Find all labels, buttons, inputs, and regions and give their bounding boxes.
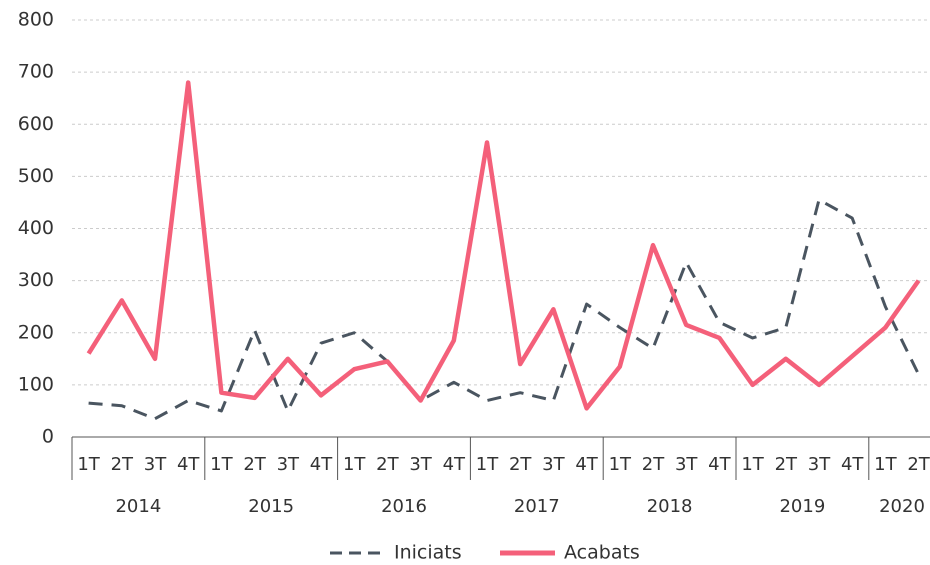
group-label: 2015 xyxy=(248,496,294,517)
legend-label: Acabats xyxy=(564,542,640,564)
x-tick-label: 4T xyxy=(310,454,333,475)
x-tick-label: 4T xyxy=(443,454,466,475)
y-tick-label: 500 xyxy=(18,165,54,187)
x-tick-label: 1T xyxy=(874,454,897,475)
group-label: 2020 xyxy=(879,496,925,517)
y-tick-label: 400 xyxy=(18,217,54,239)
x-tick-label: 3T xyxy=(277,454,300,475)
x-tick-label: 2T xyxy=(642,454,665,475)
x-tick-label: 1T xyxy=(476,454,499,475)
x-tick-label: 1T xyxy=(343,454,366,475)
y-tick-label: 700 xyxy=(18,61,54,83)
x-tick-label: 3T xyxy=(808,454,831,475)
group-label: 2017 xyxy=(514,496,560,517)
group-label: 2019 xyxy=(779,496,825,517)
group-label: 2016 xyxy=(381,496,427,517)
y-tick-label: 300 xyxy=(18,269,54,291)
legend-label: Iniciats xyxy=(394,542,462,564)
x-tick-label: 2T xyxy=(509,454,532,475)
x-tick-label: 2T xyxy=(775,454,798,475)
x-tick-label: 2T xyxy=(111,454,134,475)
y-tick-label: 200 xyxy=(18,321,54,343)
x-tick-label: 2T xyxy=(376,454,399,475)
group-label: 2018 xyxy=(647,496,693,517)
x-tick-label: 2T xyxy=(907,454,930,475)
x-tick-label: 1T xyxy=(609,454,632,475)
x-tick-label: 3T xyxy=(675,454,698,475)
x-tick-label: 4T xyxy=(841,454,864,475)
x-tick-label: 1T xyxy=(77,454,100,475)
x-tick-label: 2T xyxy=(243,454,266,475)
x-tick-label: 4T xyxy=(177,454,200,475)
x-tick-label: 3T xyxy=(542,454,565,475)
x-tick-label: 1T xyxy=(210,454,233,475)
y-tick-label: 600 xyxy=(18,113,54,135)
x-tick-label: 4T xyxy=(708,454,731,475)
y-tick-label: 800 xyxy=(18,9,54,31)
x-tick-label: 4T xyxy=(575,454,598,475)
y-tick-label: 0 xyxy=(42,426,54,448)
x-tick-label: 1T xyxy=(741,454,764,475)
y-tick-label: 100 xyxy=(18,373,54,395)
group-label: 2014 xyxy=(115,496,161,517)
x-tick-label: 3T xyxy=(144,454,167,475)
x-tick-label: 3T xyxy=(409,454,432,475)
line-series xyxy=(86,80,921,411)
